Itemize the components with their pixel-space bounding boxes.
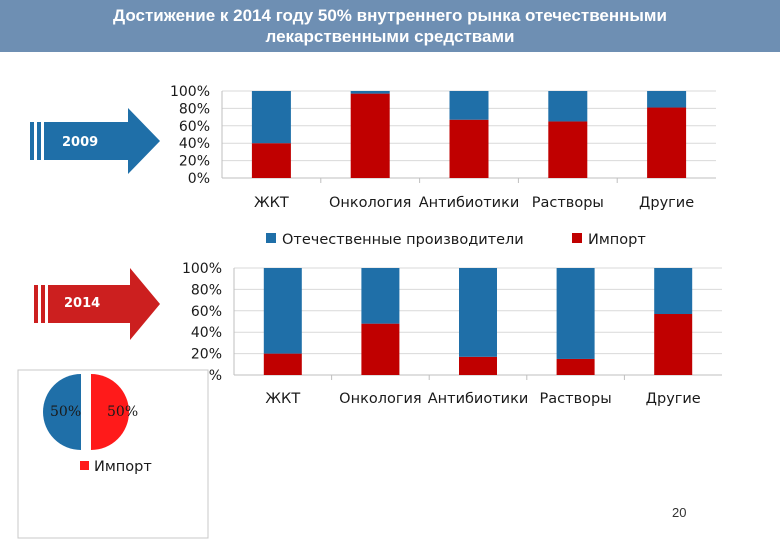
chart-2014-bar-import [556,358,595,375]
chart-2009-bar-domestic [647,91,687,108]
chart-2009-category-label: Растворы [532,195,604,211]
legend-label-import: Импорт [588,232,646,248]
chart-2009: 0%20% 40%60% 80%100% ЖКТ Онкология Антибиотик… [170,84,716,211]
title-line-1: Достижение к 2014 году 50% внутреннего р… [113,6,667,25]
chart-2009-bar-import [350,93,390,178]
chart-2014-category-label: Другие [646,391,701,407]
chart-2009-bar-import [449,119,489,178]
chart-2014-bar-import [459,356,497,375]
chart-2009-ytick-label: 0% [188,171,210,187]
legend-swatch-import [572,233,582,243]
arrow-2009-label: 2009 [62,135,98,150]
arrow-2009: 2009 [30,108,160,174]
chart-2014-bar-domestic [361,268,400,324]
arrow-2014-label: 2014 [64,296,100,311]
chart-2009-bar-import [251,143,291,178]
chart-2014-category-label: Онкология [339,391,421,407]
chart-2014-category-label: Антибиотики [428,391,529,407]
chart-2014-ytick-label: 40% [191,325,222,341]
chart-legend: Отечественные производители Импорт [266,232,646,248]
chart-2014-ytick-label: 100% [182,261,222,277]
chart-2014-ytick-label: 80% [191,282,222,298]
chart-2009-ytick-label: 100% [170,84,210,100]
title-line-2: лекарственными средствами [265,27,515,46]
page-number: 20 [672,505,687,520]
pie-chart [43,374,129,450]
legend-label-domestic: Отечественные производители [282,232,524,248]
legend-swatch-domestic [266,233,276,243]
chart-2014: 0%20%40%60%80%100%ЖКТ Онкология Антибиотик… [182,261,722,407]
chart-2014-bar-import [361,323,400,375]
chart-2014-category-label: ЖКТ [265,391,300,407]
chart-2009-bar-domestic [548,91,588,122]
chart-2009-ytick-label: 80% [179,101,210,117]
chart-2009-bar-domestic [449,91,489,120]
slide-title: Достижение к 2014 году 50% внутреннего р… [0,0,780,52]
chart-2009-ytick-label: 20% [179,154,210,170]
chart-2014-bar-import [263,353,302,375]
chart-2009-category-label: Антибиотики [419,195,520,211]
chart-2009-category-label: Онкология [329,195,411,211]
arrow-2009-shape [44,108,160,174]
chart-2009-category-label: Другие [639,195,694,211]
pie-legend-swatch-import [80,461,89,470]
chart-2014-ytick-label: 60% [191,304,222,320]
chart-2009-ytick-label: 40% [179,136,210,152]
chart-2009-bar-domestic [350,91,390,94]
chart-2014-bar-domestic [459,268,497,357]
arrow-2014: 2014 [34,268,160,340]
pie-slice-domestic [43,374,81,450]
chart-2014-bar-import [654,314,693,375]
chart-2014-bar-domestic [654,268,693,315]
chart-2009-category-label: ЖКТ [254,195,289,211]
pie-label-left: 50% [50,404,81,420]
pie-label-right: 50% [107,404,138,420]
pie-slice-import [91,374,129,450]
chart-2009-bar-import [647,107,687,178]
chart-2014-ytick-label: 20% [191,347,222,363]
chart-2009-ytick-label: 60% [179,119,210,135]
chart-2014-bar-domestic [556,268,595,359]
chart-2009-bar-domestic [251,91,291,144]
chart-2014-category-label: Растворы [540,391,612,407]
chart-2014-bar-domestic [263,268,302,354]
pie-legend-import: Импорт [94,459,152,475]
arrow-2014-shape [48,268,160,340]
pie-chart-box: 50% 50% Импорт [17,369,209,539]
chart-2009-bar-import [548,121,588,178]
